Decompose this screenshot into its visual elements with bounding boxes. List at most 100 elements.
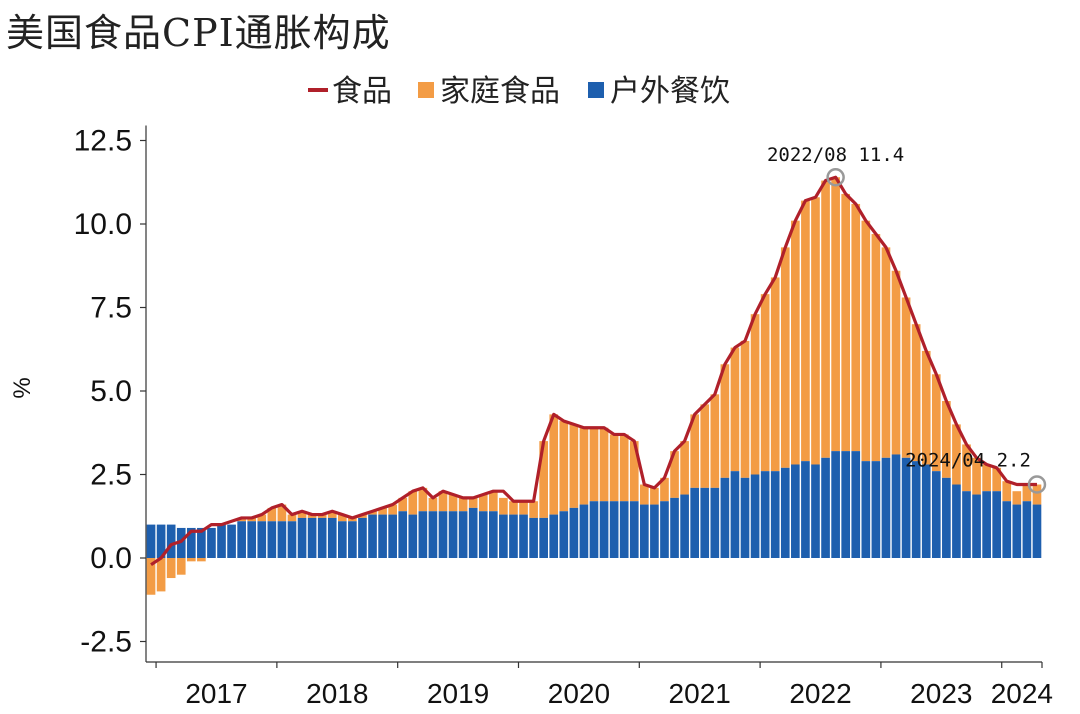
bar-food-away: [368, 514, 377, 558]
bar-home-food: [408, 491, 418, 515]
food-line: [150, 175, 1037, 567]
bar-home-food: [549, 414, 559, 515]
y-tick-label: -2.5: [80, 626, 132, 659]
legend-label: 食品: [332, 74, 392, 109]
bar-food-away: [247, 521, 257, 558]
bar-home-food: [901, 297, 911, 458]
bar-food-away: [851, 451, 861, 558]
annotations: 2022/08 11.4 2024/04 2.2: [767, 144, 1047, 494]
bar-home-food: [539, 441, 548, 518]
legend: 食品 家庭食品 户外餐饮: [308, 74, 730, 109]
bar-food-away: [146, 524, 156, 558]
bar-home-food: [438, 491, 448, 512]
legend-swatch: [588, 82, 604, 98]
bar-food-away: [619, 501, 629, 558]
bar-food-away: [458, 511, 468, 558]
bar-food-away: [952, 484, 961, 558]
bar-food-away: [831, 451, 840, 558]
bar-food-away: [629, 501, 639, 558]
bar-home-food: [640, 484, 649, 505]
legend-label: 户外餐饮: [610, 74, 730, 109]
bar-home-food: [650, 487, 659, 505]
legend-label: 家庭食品: [440, 74, 560, 109]
bar-home-food: [730, 347, 740, 472]
bar-food-away: [861, 461, 871, 558]
y-tick-label: 7.5: [90, 292, 132, 325]
bar-food-away: [1022, 501, 1032, 558]
bar-home-food: [489, 491, 498, 512]
bar-food-away: [267, 521, 277, 558]
bar-home-food: [1022, 484, 1032, 502]
bar-home-food: [559, 421, 569, 512]
x-tick-label: 2020: [548, 678, 610, 709]
bar-food-away: [186, 527, 196, 558]
bar-food-away: [317, 517, 327, 558]
bar-food-away: [509, 514, 518, 558]
bar-food-away: [478, 511, 488, 558]
bar-food-away: [599, 501, 609, 558]
bar-home-food: [952, 424, 961, 485]
bar-home-food: [468, 497, 478, 508]
bar-food-away: [1032, 504, 1042, 558]
bar-home-food: [599, 427, 609, 502]
bar-home-food: [378, 507, 387, 515]
axes: -2.5 0.0 2.5 5.0 7.5 10.0 12.5 2017 2018 2019 2020…: [74, 125, 1053, 710]
bar-home-food: [287, 514, 297, 522]
bar-food-away: [227, 524, 236, 558]
bar-food-away: [640, 504, 649, 558]
bar-food-away: [841, 451, 851, 558]
bar-home-food: [176, 558, 186, 575]
bar-home-food: [569, 424, 579, 508]
y-axis-title: %: [9, 377, 36, 398]
bar-food-away: [791, 464, 800, 558]
bar-home-food: [307, 514, 317, 518]
bar-food-away: [1012, 504, 1022, 558]
bar-home-food: [499, 497, 508, 515]
bar-home-food: [197, 558, 206, 562]
bar-food-away: [680, 494, 689, 558]
bar-food-away: [569, 507, 579, 558]
annotation-label: 2024/04 2.2: [905, 450, 1031, 472]
bar-home-food: [509, 501, 518, 515]
bar-home-food: [519, 501, 528, 515]
bar-home-food: [740, 340, 750, 478]
y-axis-label: %: [9, 377, 36, 398]
bar-food-away: [297, 517, 307, 558]
bar-food-away: [700, 487, 710, 558]
bar-home-food: [428, 497, 438, 512]
chart-title: 美国食品CPI通胀构成: [6, 11, 391, 55]
y-tick-label: 12.5: [74, 125, 132, 158]
bar-home-food: [720, 364, 730, 478]
bar-home-food: [388, 504, 397, 515]
bar-home-food: [982, 464, 991, 492]
bar-food-away: [529, 517, 538, 558]
bar-food-away: [710, 487, 720, 558]
bar-food-away: [760, 471, 770, 558]
bar-food-away: [549, 514, 559, 558]
bar-food-away: [327, 517, 337, 558]
bar-home-food: [911, 324, 921, 462]
bar-home-food: [660, 477, 669, 502]
bar-home-food: [700, 404, 710, 488]
bar-food-away: [257, 521, 267, 558]
bar-home-food: [448, 494, 458, 512]
bar-home-food: [770, 277, 780, 472]
bar-home-food: [972, 457, 981, 495]
highlight-marker: [826, 167, 845, 187]
bar-home-food: [962, 444, 971, 492]
bar-home-food: [337, 514, 347, 522]
bar-home-food: [398, 497, 408, 512]
bar-home-food: [921, 350, 931, 465]
bar-home-food: [992, 467, 1002, 492]
x-tick-label: 2023: [910, 678, 972, 709]
bar-food-away: [378, 514, 387, 558]
bar-food-away: [287, 521, 297, 558]
bar-food-away: [277, 521, 287, 558]
bar-food-away: [589, 501, 599, 558]
y-tick-label: 5.0: [90, 375, 132, 408]
bar-food-away: [438, 511, 448, 558]
y-tick-label: 10.0: [74, 208, 132, 241]
bar-home-food: [327, 511, 337, 518]
bar-home-food: [247, 517, 257, 522]
